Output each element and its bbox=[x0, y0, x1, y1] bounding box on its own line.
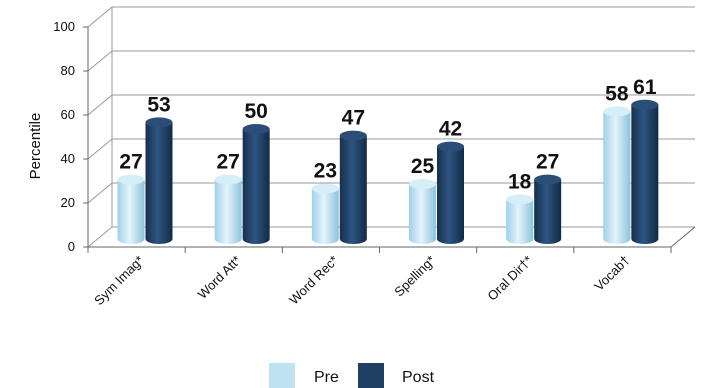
bar-top-pre bbox=[214, 174, 242, 185]
bar-top-post bbox=[631, 99, 659, 110]
bar-pre bbox=[603, 111, 631, 245]
bar-top-pre bbox=[409, 179, 436, 189]
legend: Pre Post bbox=[269, 363, 435, 388]
gridline-diagonal bbox=[87, 94, 113, 116]
y-axis-title: Percentile bbox=[27, 113, 44, 180]
x-tick-label: Sym Imag* bbox=[91, 253, 147, 309]
bar-post bbox=[534, 179, 562, 244]
legend-label-post: Post bbox=[402, 369, 435, 386]
data-label-pre: 25 bbox=[411, 155, 435, 178]
legend-label-pre: Pre bbox=[314, 369, 339, 386]
bar-top-pre bbox=[117, 174, 145, 185]
data-label-post: 42 bbox=[439, 118, 462, 141]
data-label-post: 47 bbox=[342, 107, 365, 130]
floor-edge bbox=[670, 226, 696, 248]
y-tick-label: 100 bbox=[53, 19, 75, 34]
x-tick-label: Word Rec* bbox=[286, 253, 341, 308]
bar-top-post bbox=[242, 124, 270, 134]
bar-post bbox=[339, 135, 367, 244]
data-label-pre: 18 bbox=[508, 170, 532, 193]
bar-post bbox=[145, 122, 173, 244]
bar-top-pre bbox=[311, 183, 339, 194]
bar-post bbox=[631, 104, 659, 244]
y-tick-label: 0 bbox=[68, 239, 75, 254]
x-tick-label: Vocab† bbox=[591, 253, 632, 294]
y-tick-label: 20 bbox=[61, 195, 75, 210]
data-label-pre: 23 bbox=[314, 159, 337, 182]
bar-pre bbox=[311, 188, 339, 244]
bar-top-post bbox=[534, 174, 562, 185]
data-label-pre: 27 bbox=[119, 151, 142, 174]
bar-top-pre bbox=[506, 194, 534, 205]
data-label-pre: 27 bbox=[216, 151, 239, 174]
bar-pre bbox=[117, 179, 145, 244]
bar-top-post bbox=[339, 130, 367, 141]
data-label-post: 53 bbox=[147, 93, 170, 116]
gridlines bbox=[87, 6, 695, 248]
legend-swatch-pre bbox=[269, 363, 295, 388]
gridline-diagonal bbox=[87, 6, 113, 28]
bar-pre bbox=[409, 184, 436, 244]
bar-post bbox=[437, 146, 464, 244]
gridline-diagonal bbox=[87, 50, 113, 72]
bar-pre bbox=[506, 199, 534, 244]
bar-pre bbox=[214, 179, 242, 244]
gridline-diagonal bbox=[87, 226, 113, 248]
y-tick-label: 40 bbox=[61, 151, 75, 166]
x-tick-label: Word Att* bbox=[195, 253, 244, 302]
x-tick-label: Oral Dir†* bbox=[484, 253, 535, 304]
legend-swatch-post bbox=[358, 363, 384, 388]
bar-top-post bbox=[145, 117, 173, 128]
data-label-post: 27 bbox=[536, 151, 559, 174]
data-label-post: 61 bbox=[633, 76, 657, 99]
y-tick-label: 60 bbox=[61, 107, 75, 122]
data-label-post: 50 bbox=[244, 100, 267, 123]
bars bbox=[117, 99, 659, 245]
bar-post bbox=[242, 129, 270, 244]
data-label-pre: 58 bbox=[605, 82, 629, 105]
bar-top-post bbox=[437, 141, 464, 152]
gridline-diagonal bbox=[87, 182, 113, 204]
gridline-diagonal bbox=[87, 138, 113, 160]
x-tick-label: Spelling* bbox=[391, 253, 438, 300]
bar-top-pre bbox=[603, 106, 631, 117]
y-tick-label: 80 bbox=[61, 63, 75, 78]
